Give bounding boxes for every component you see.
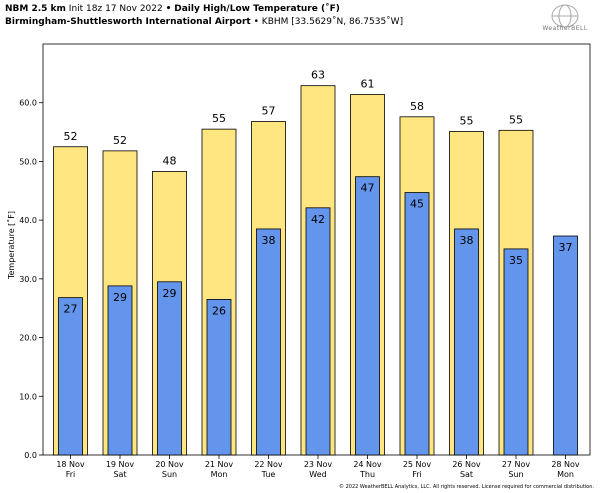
y-tick-label: 60.0 <box>19 99 37 108</box>
title-separator: • <box>165 4 172 14</box>
high-temp-label: 63 <box>311 69 325 82</box>
x-tick-date: 18 Nov <box>56 460 85 469</box>
y-tick-label: 40.0 <box>19 216 37 225</box>
low-series: 27 29 29 26 38 42 47 45 38 35 37 <box>58 176 578 456</box>
y-tick-label: 50.0 <box>19 157 37 166</box>
y-tick-label: 10.0 <box>19 392 37 401</box>
station-coords: [33.5629˚N, 86.7535˚W] <box>291 17 404 27</box>
x-tick-date: 24 Nov <box>353 460 382 469</box>
x-tick-date: 25 Nov <box>403 460 432 469</box>
low-temp-label: 35 <box>509 254 523 267</box>
title-line-2: Birmingham-Shuttlesworth International A… <box>5 16 403 29</box>
low-temp-label: 45 <box>410 198 424 211</box>
x-tick-weekday: Fri <box>412 470 422 479</box>
product-title: Daily High/Low Temperature (˚F) <box>174 4 340 14</box>
x-tick-weekday: Sat <box>113 470 126 479</box>
y-tick-label: 0.0 <box>24 451 37 460</box>
model-name: NBM 2.5 km <box>5 4 66 14</box>
x-tick-weekday: Mon <box>557 470 574 479</box>
x-tick-date: 26 Nov <box>452 460 481 469</box>
low-temp-bar <box>305 207 331 456</box>
x-tick-date: 23 Nov <box>304 460 333 469</box>
low-temp-bar <box>157 281 182 456</box>
x-tick-weekday: Tue <box>261 470 276 479</box>
x-tick-date: 19 Nov <box>106 460 135 469</box>
low-temp-label: 37 <box>559 241 573 254</box>
high-temp-label: 55 <box>509 113 523 126</box>
low-temp-bar <box>206 299 232 456</box>
logo-text: WeatherBELL <box>542 25 588 32</box>
logo-globe-icon <box>551 4 579 28</box>
low-temp-bar <box>404 192 430 456</box>
high-temp-label: 61 <box>361 77 375 90</box>
low-temp-bar <box>355 176 380 456</box>
y-tick-label: 20.0 <box>19 334 37 343</box>
low-temp-bar <box>256 228 281 456</box>
low-temp-label: 27 <box>64 303 78 316</box>
high-temp-label: 58 <box>410 100 424 113</box>
low-temp-label: 47 <box>361 182 375 195</box>
y-tick-label: 30.0 <box>19 275 37 284</box>
high-temp-label: 48 <box>163 154 177 167</box>
high-temp-label: 52 <box>113 134 127 147</box>
high-temp-label: 55 <box>212 112 226 125</box>
chart-title: NBM 2.5 km Init 18z 17 Nov 2022 • Daily … <box>5 3 403 29</box>
high-temp-label: 52 <box>64 130 78 143</box>
weatherbell-logo: WeatherBELL <box>542 4 588 32</box>
station-name: Birmingham-Shuttlesworth International A… <box>5 17 251 27</box>
init-time: Init 18z 17 Nov 2022 <box>68 4 163 14</box>
x-tick-date: 22 Nov <box>254 460 283 469</box>
x-tick-weekday: Sun <box>162 470 177 479</box>
x-tick-weekday: Wed <box>309 470 326 479</box>
y-axis: 0.0 10.0 20.0 30.0 40.0 50.0 60.0 <box>19 99 43 460</box>
low-temp-label: 38 <box>460 234 474 247</box>
x-tick-date: 21 Nov <box>205 460 234 469</box>
x-tick-weekday: Sat <box>460 470 473 479</box>
low-temp-label: 29 <box>113 291 127 304</box>
low-temp-bar <box>107 285 133 456</box>
x-tick-date: 27 Nov <box>502 460 531 469</box>
low-temp-label: 29 <box>163 287 177 300</box>
copyright-footer: © 2022 WeatherBELL Analytics, LLC. All r… <box>339 484 594 490</box>
low-temp-label: 42 <box>311 213 325 226</box>
low-temp-bar <box>58 297 83 456</box>
x-tick-weekday: Fri <box>66 470 76 479</box>
low-temp-bar <box>553 235 578 456</box>
x-tick-date: 20 Nov <box>155 460 184 469</box>
x-tick-weekday: Thu <box>359 470 375 479</box>
high-temp-label: 55 <box>460 114 474 127</box>
x-tick-weekday: Mon <box>211 470 228 479</box>
title-line-1: NBM 2.5 km Init 18z 17 Nov 2022 • Daily … <box>5 3 403 16</box>
station-code: KBHM <box>261 17 289 27</box>
low-temp-label: 26 <box>212 304 226 317</box>
low-temp-label: 38 <box>262 234 276 247</box>
x-tick-date: 28 Nov <box>551 460 580 469</box>
low-temp-bar <box>454 228 479 456</box>
station-separator: • <box>253 17 259 27</box>
y-axis-label: Temperature [˚F] <box>6 211 16 280</box>
x-tick-weekday: Sun <box>508 470 523 479</box>
low-temp-bar <box>503 248 529 456</box>
high-temp-label: 57 <box>262 105 276 118</box>
